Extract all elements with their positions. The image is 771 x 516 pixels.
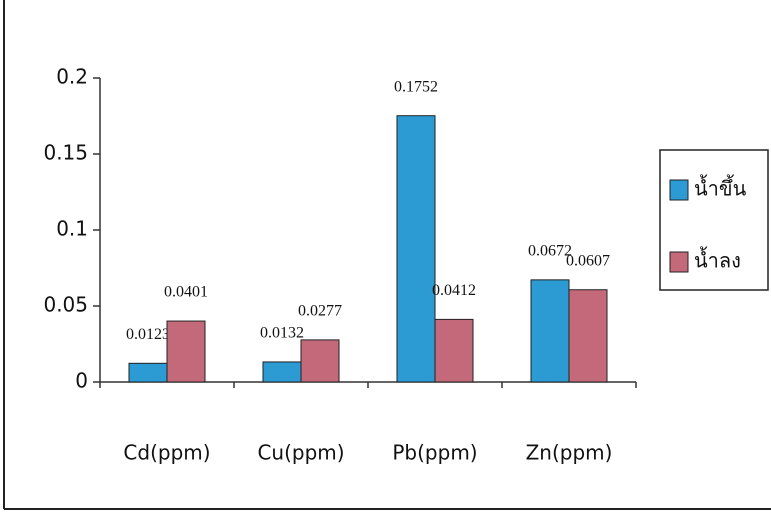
- bar: [568, 289, 608, 383]
- value-label: 0.0607: [566, 252, 610, 269]
- legend-swatch: [669, 179, 689, 201]
- legend-box: [659, 149, 769, 291]
- legend-swatch: [669, 251, 689, 273]
- x-tick-label: Cu(ppm): [257, 441, 344, 465]
- value-label: 0.0412: [432, 282, 476, 299]
- y-tick-label: 0.05: [43, 293, 88, 317]
- legend-label: น้ำลง: [694, 247, 741, 273]
- x-tick-label: Pb(ppm): [392, 441, 477, 465]
- bar: [396, 115, 436, 383]
- bar: [300, 339, 340, 383]
- legend-label: น้ำขึ้น: [694, 175, 747, 201]
- value-label: 0.1752: [394, 78, 438, 95]
- bar: [128, 362, 168, 383]
- bar: [262, 361, 302, 383]
- bar: [434, 318, 474, 383]
- y-tick-label: 0.2: [56, 65, 88, 89]
- x-tick-label: Cd(ppm): [123, 441, 210, 465]
- x-tick-label: Zn(ppm): [526, 441, 613, 465]
- y-tick-label: 0.1: [56, 217, 88, 241]
- y-tick-label: 0: [75, 369, 88, 393]
- bar: [166, 320, 206, 383]
- value-label: 0.0123: [126, 326, 170, 343]
- bar: [530, 279, 570, 383]
- value-label: 0.0277: [298, 303, 342, 320]
- value-label: 0.0132: [260, 325, 304, 342]
- value-label: 0.0672: [528, 243, 572, 260]
- value-label: 0.0401: [164, 284, 208, 301]
- y-tick-label: 0.15: [43, 141, 88, 165]
